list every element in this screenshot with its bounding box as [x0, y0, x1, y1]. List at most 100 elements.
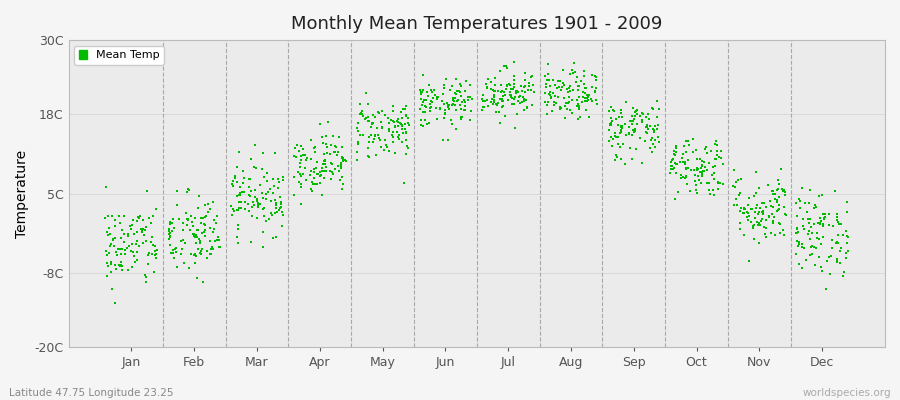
Point — [824, 253, 839, 260]
Point — [413, 116, 428, 123]
Point — [449, 126, 464, 132]
Point — [382, 126, 396, 132]
Point — [771, 207, 786, 213]
Point — [676, 150, 690, 157]
Point — [413, 122, 428, 128]
Point — [141, 215, 156, 222]
Point — [394, 122, 409, 129]
Point — [795, 264, 809, 271]
Point — [747, 193, 761, 199]
Point — [203, 245, 218, 252]
Point — [332, 168, 347, 174]
Point — [312, 169, 327, 176]
Point — [115, 227, 130, 233]
Point — [319, 133, 333, 139]
Point — [521, 87, 535, 93]
Point — [260, 170, 274, 176]
Point — [99, 273, 113, 279]
Point — [190, 227, 204, 233]
Point — [805, 243, 819, 250]
Point — [773, 230, 788, 236]
Point — [228, 174, 242, 181]
Point — [148, 255, 163, 261]
Point — [288, 145, 302, 152]
Point — [350, 157, 365, 164]
Point — [577, 73, 591, 80]
Point — [814, 218, 829, 224]
Point — [510, 89, 525, 95]
Point — [580, 92, 594, 98]
Point — [704, 147, 718, 154]
Point — [679, 166, 693, 172]
Point — [273, 179, 287, 185]
Point — [665, 166, 680, 172]
Point — [624, 145, 638, 151]
Point — [666, 165, 680, 171]
Point — [147, 269, 161, 275]
Point — [446, 96, 461, 103]
Point — [394, 109, 409, 116]
Point — [105, 213, 120, 220]
Point — [751, 211, 765, 217]
Point — [605, 118, 619, 124]
Point — [320, 144, 334, 150]
Point — [507, 96, 521, 102]
Point — [354, 111, 368, 117]
Point — [413, 89, 428, 95]
Point — [418, 104, 433, 110]
Point — [304, 168, 319, 174]
Point — [758, 231, 772, 237]
Point — [629, 146, 643, 152]
Point — [539, 102, 554, 108]
Point — [328, 144, 343, 150]
Point — [356, 113, 370, 119]
Point — [391, 116, 405, 122]
Point — [401, 115, 416, 121]
Point — [329, 152, 344, 158]
Point — [493, 120, 508, 126]
Point — [507, 100, 521, 107]
Point — [190, 275, 204, 282]
Point — [246, 213, 260, 219]
Point — [137, 232, 151, 238]
Point — [625, 156, 639, 162]
Point — [325, 169, 339, 176]
Point — [131, 243, 146, 250]
Point — [358, 115, 373, 122]
Point — [493, 96, 508, 102]
Point — [170, 202, 184, 208]
Point — [377, 136, 392, 143]
Point — [461, 93, 475, 100]
Point — [505, 101, 519, 108]
Point — [608, 157, 623, 164]
Point — [615, 125, 629, 131]
Point — [716, 161, 730, 168]
Point — [295, 152, 310, 158]
Point — [833, 221, 848, 228]
Point — [808, 202, 823, 208]
Point — [713, 180, 727, 186]
Point — [163, 234, 177, 240]
Point — [364, 124, 379, 130]
Point — [561, 100, 575, 106]
Point — [793, 204, 807, 211]
Point — [179, 222, 194, 228]
Point — [608, 132, 622, 139]
Point — [114, 259, 129, 265]
Point — [245, 204, 259, 210]
Point — [508, 90, 523, 96]
Point — [571, 101, 585, 107]
Point — [737, 232, 751, 238]
Point — [187, 231, 202, 237]
Point — [486, 101, 500, 107]
Point — [230, 164, 245, 171]
Point — [226, 206, 240, 212]
Point — [840, 208, 854, 215]
Point — [503, 94, 517, 100]
Point — [112, 212, 126, 219]
Point — [700, 180, 715, 186]
Point — [814, 264, 828, 270]
Point — [259, 218, 274, 224]
Point — [747, 222, 761, 228]
Point — [815, 220, 830, 227]
